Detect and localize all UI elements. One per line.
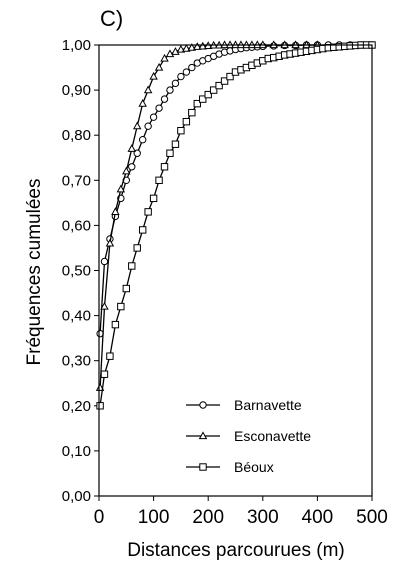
data-point-square: [106, 352, 114, 360]
data-point-square: [177, 126, 185, 135]
data-point-circle: [100, 257, 109, 266]
data-point-triangle: [198, 41, 207, 50]
legend-entry: Esconavette: [186, 428, 311, 444]
x-tick-label: 400: [302, 507, 334, 528]
data-point-square: [149, 194, 158, 203]
data-point-square: [171, 140, 180, 148]
data-point-triangle: [116, 184, 126, 193]
data-point-triangle: [182, 43, 191, 52]
x-tick-label: 300: [247, 507, 279, 528]
data-point-circle: [171, 79, 180, 88]
data-point-triangle: [138, 98, 147, 107]
data-point-triangle: [154, 62, 164, 71]
data-point-triangle: [143, 85, 153, 94]
data-point-circle: [138, 136, 147, 144]
data-point-circle: [155, 104, 163, 112]
data-point-triangle: [171, 47, 180, 55]
y-axis-title: Fréquences cumulées: [24, 179, 45, 366]
y-tick-label: 0,50: [62, 263, 91, 280]
data-point-triangle: [176, 44, 186, 53]
data-point-triangle: [198, 431, 208, 440]
legend-entry: Barnavette: [186, 397, 302, 413]
y-tick-label: 0,30: [62, 353, 91, 370]
y-tick-label: 0,10: [62, 443, 91, 460]
y-axis-ticks: 0,00 0,10 0,20 0,30 0,40 0,50 0,60 0,70 0,80 0,90…: [62, 37, 99, 505]
x-tick-label: 500: [356, 507, 388, 528]
data-point-circle: [177, 72, 185, 81]
y-tick-label: 0,40: [62, 308, 91, 325]
data-point-circle: [128, 163, 136, 171]
x-axis-ticks: 0 100 200 300 400 500: [94, 496, 388, 528]
y-tick-label: 0,60: [62, 217, 91, 234]
data-point-square: [182, 117, 191, 126]
legend-label: Barnavette: [234, 397, 302, 413]
data-point-square: [188, 108, 196, 117]
data-point-circle: [199, 401, 207, 409]
data-point-square: [138, 226, 147, 234]
series-layer: [95, 40, 376, 410]
plot-frame: [98, 44, 373, 497]
x-axis-title: Distances parcourues (m): [127, 540, 345, 561]
y-tick-label: 0,70: [62, 172, 91, 189]
data-point-circle: [160, 95, 169, 103]
series-line: [99, 44, 372, 406]
data-point-circle: [166, 86, 174, 94]
x-tick-label: 0: [94, 507, 105, 528]
data-point-square: [144, 208, 152, 216]
data-point-square: [155, 176, 163, 185]
data-point-triangle: [122, 166, 131, 175]
data-point-triangle: [187, 43, 197, 51]
data-point-square: [100, 370, 109, 378]
data-point-triangle: [95, 383, 105, 391]
data-point-triangle: [127, 144, 137, 152]
data-point-triangle: [105, 238, 115, 247]
data-point-square: [111, 320, 120, 329]
series-square: [96, 41, 376, 410]
data-point-square: [220, 77, 229, 85]
data-point-square: [199, 463, 207, 471]
panel-label: C): [100, 6, 123, 31]
data-point-triangle: [111, 207, 120, 215]
data-point-square: [117, 302, 125, 311]
data-point-square: [193, 99, 201, 108]
data-point-square: [204, 90, 212, 99]
data-point-square: [128, 262, 136, 270]
legend-entry: Béoux: [186, 459, 274, 475]
data-point-triangle: [165, 49, 175, 58]
data-point-square: [215, 81, 223, 90]
x-tick-label: 100: [138, 507, 170, 528]
data-point-triangle: [100, 301, 109, 310]
data-point-square: [166, 149, 174, 157]
data-point-triangle: [132, 121, 142, 130]
series-line: [99, 44, 372, 334]
x-tick-label: 200: [192, 507, 224, 528]
y-tick-label: 0,20: [62, 398, 91, 415]
data-point-circle: [188, 63, 196, 72]
data-point-triangle: [160, 53, 169, 62]
data-point-circle: [144, 122, 152, 130]
data-point-square: [122, 284, 130, 293]
data-point-circle: [182, 68, 191, 76]
y-tick-label: 0,80: [62, 127, 91, 144]
series-circle: [96, 41, 376, 338]
y-tick-label: 0,00: [62, 488, 91, 505]
data-point-circle: [149, 113, 158, 121]
y-tick-label: 0,90: [62, 82, 91, 99]
legend: Barnavette Esconavette Béoux: [186, 397, 311, 475]
legend-label: Béoux: [234, 459, 274, 475]
data-point-triangle: [193, 42, 202, 50]
data-point-triangle: [149, 71, 158, 80]
data-point-square: [160, 163, 169, 171]
data-point-square: [96, 402, 104, 410]
data-point-square: [209, 86, 218, 94]
data-point-square: [199, 95, 207, 103]
data-point-square: [226, 72, 234, 81]
series-triangle: [95, 40, 322, 391]
legend-label: Esconavette: [234, 428, 311, 444]
data-point-square: [133, 244, 141, 252]
y-tick-label: 1,00: [62, 37, 91, 54]
